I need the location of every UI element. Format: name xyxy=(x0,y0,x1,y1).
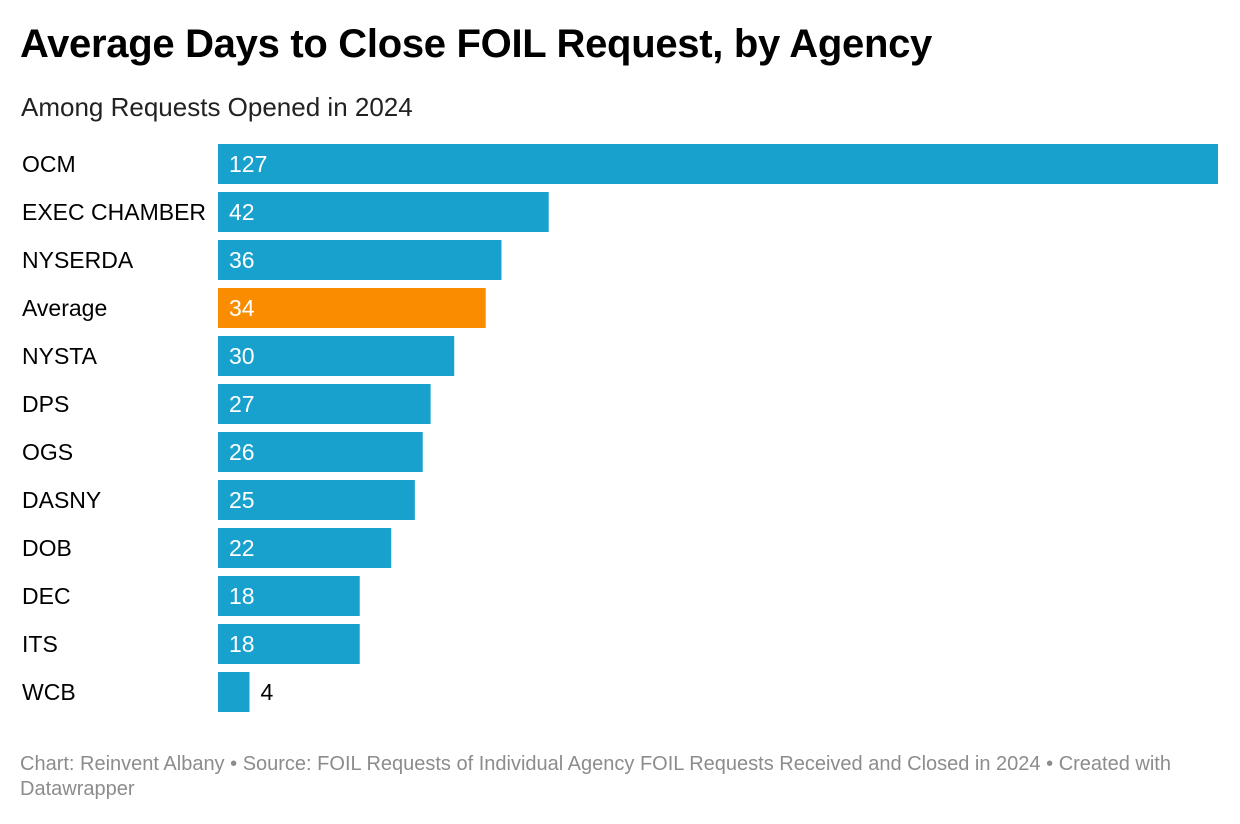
bar-row-average: Average 34 xyxy=(22,288,486,328)
bar-average xyxy=(218,288,486,328)
bar-row-exec-chamber: EXEC CHAMBER 42 xyxy=(22,192,549,232)
category-label-dasny: DASNY xyxy=(22,487,101,513)
bar-row-ogs: OGS 26 xyxy=(22,432,423,472)
category-label-its: ITS xyxy=(22,631,58,657)
bar-row-dasny: DASNY 25 xyxy=(22,480,415,520)
bar-dps xyxy=(218,384,431,424)
category-label-dob: DOB xyxy=(22,535,72,561)
category-label-nyserda: NYSERDA xyxy=(22,247,134,273)
category-label-exec-chamber: EXEC CHAMBER xyxy=(22,199,206,225)
category-label-nysta: NYSTA xyxy=(22,343,98,369)
bar-chart: OCM 127 EXEC CHAMBER 42 NYSERDA 36 Average 34 NY… xyxy=(22,144,1218,712)
footer-separator: • xyxy=(1040,753,1059,775)
footer-tool: Created with Datawrapper xyxy=(20,753,1171,800)
bar-row-its: ITS 18 xyxy=(22,624,360,664)
bar-ocm xyxy=(218,144,1218,184)
value-label-dec: 18 xyxy=(229,583,255,609)
bar-ogs xyxy=(218,432,423,472)
bar-row-nyserda: NYSERDA 36 xyxy=(22,240,502,280)
value-label-wcb: 4 xyxy=(260,679,273,705)
bar-row-dps: DPS 27 xyxy=(22,384,431,424)
footer-separator: • xyxy=(224,753,243,775)
value-label-dasny: 25 xyxy=(229,487,255,513)
value-label-average: 34 xyxy=(229,295,255,321)
value-label-nyserda: 36 xyxy=(229,247,255,273)
value-label-ogs: 26 xyxy=(229,439,255,465)
bar-row-ocm: OCM 127 xyxy=(22,144,1218,184)
value-label-its: 18 xyxy=(229,631,255,657)
bar-exec-chamber xyxy=(218,192,549,232)
chart-title: Average Days to Close FOIL Request, by A… xyxy=(20,22,932,66)
value-label-nysta: 30 xyxy=(229,343,255,369)
bar-dec xyxy=(218,576,360,616)
bar-dasny xyxy=(218,480,415,520)
chart-footer: Chart: Reinvent Albany • Source: FOIL Re… xyxy=(20,752,1220,802)
bar-wcb xyxy=(218,672,250,712)
value-label-dob: 22 xyxy=(229,535,255,561)
category-label-ocm: OCM xyxy=(22,151,76,177)
bar-row-nysta: NYSTA 30 xyxy=(22,336,455,376)
category-label-wcb: WCB xyxy=(22,679,76,705)
footer-source: Source: FOIL Requests of Individual Agen… xyxy=(242,753,1041,775)
chart-subtitle: Among Requests Opened in 2024 xyxy=(21,92,413,122)
bar-row-wcb: WCB 4 xyxy=(22,672,273,712)
bar-row-dob: DOB 22 xyxy=(22,528,392,568)
bar-dob xyxy=(218,528,392,568)
category-label-average: Average xyxy=(22,295,107,321)
bar-nyserda xyxy=(218,240,502,280)
value-label-exec-chamber: 42 xyxy=(229,199,255,225)
bar-its xyxy=(218,624,360,664)
bar-row-dec: DEC 18 xyxy=(22,576,360,616)
category-label-dps: DPS xyxy=(22,391,69,417)
category-label-dec: DEC xyxy=(22,583,71,609)
value-label-ocm: 127 xyxy=(229,151,267,177)
bar-nysta xyxy=(218,336,455,376)
footer-credit: Chart: Reinvent Albany xyxy=(20,753,225,775)
value-label-dps: 27 xyxy=(229,391,255,417)
category-label-ogs: OGS xyxy=(22,439,73,465)
